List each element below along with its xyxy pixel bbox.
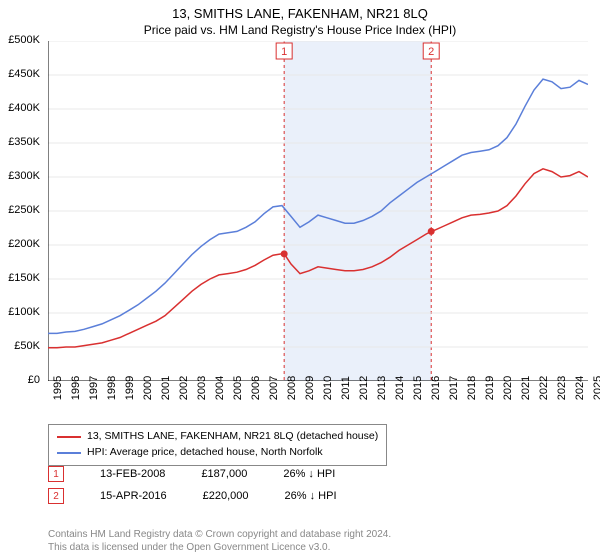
y-axis-label: £300K bbox=[8, 170, 40, 182]
chart-subtitle: Price paid vs. HM Land Registry's House … bbox=[0, 21, 600, 41]
legend-swatch bbox=[57, 436, 81, 438]
y-axis-label: £100K bbox=[8, 306, 40, 318]
x-axis-label: 1995 bbox=[52, 376, 64, 400]
chart-plot-area: 12 bbox=[48, 41, 588, 381]
marker-dot-1 bbox=[281, 250, 288, 257]
x-axis-label: 2007 bbox=[268, 376, 280, 400]
marker-date: 15-APR-2016 bbox=[100, 490, 167, 502]
x-axis-label: 2025 bbox=[592, 376, 600, 400]
y-axis-label: £350K bbox=[8, 136, 40, 148]
x-axis-label: 1999 bbox=[124, 376, 136, 400]
x-axis-label: 2019 bbox=[484, 376, 496, 400]
y-axis-label: £150K bbox=[8, 272, 40, 284]
x-axis-label: 2014 bbox=[394, 376, 406, 400]
x-axis-label: 2008 bbox=[286, 376, 298, 400]
marker-price: £220,000 bbox=[203, 490, 249, 502]
y-axis-label: £450K bbox=[8, 68, 40, 80]
footer-line1: Contains HM Land Registry data © Crown c… bbox=[48, 528, 391, 541]
marker-table-row: 2 15-APR-2016 £220,000 26% ↓ HPI bbox=[48, 488, 337, 504]
x-axis-label: 2017 bbox=[448, 376, 460, 400]
x-axis-label: 2002 bbox=[178, 376, 190, 400]
legend-item: HPI: Average price, detached house, Nort… bbox=[57, 445, 378, 461]
marker-delta: 26% ↓ HPI bbox=[283, 468, 335, 480]
y-axis-label: £200K bbox=[8, 238, 40, 250]
marker-table: 1 13-FEB-2008 £187,000 26% ↓ HPI 2 15-APR-201… bbox=[48, 466, 337, 510]
x-axis-label: 1997 bbox=[88, 376, 100, 400]
x-axis-label: 2003 bbox=[196, 376, 208, 400]
x-axis-label: 2024 bbox=[574, 376, 586, 400]
marker-dot-2 bbox=[428, 228, 435, 235]
y-axis-label: £250K bbox=[8, 204, 40, 216]
x-axis-label: 2013 bbox=[376, 376, 388, 400]
x-axis-label: 2009 bbox=[304, 376, 316, 400]
marker-date: 13-FEB-2008 bbox=[100, 468, 165, 480]
x-axis-label: 2021 bbox=[520, 376, 532, 400]
x-axis-label: 2010 bbox=[322, 376, 334, 400]
marker-badge: 1 bbox=[48, 466, 64, 482]
y-axis-label: £500K bbox=[8, 34, 40, 46]
legend-box: 13, SMITHS LANE, FAKENHAM, NR21 8LQ (det… bbox=[48, 424, 387, 466]
marker-table-row: 1 13-FEB-2008 £187,000 26% ↓ HPI bbox=[48, 466, 337, 482]
x-axis-label: 1998 bbox=[106, 376, 118, 400]
x-axis-label: 2015 bbox=[412, 376, 424, 400]
marker-delta: 26% ↓ HPI bbox=[285, 490, 337, 502]
legend-swatch bbox=[57, 452, 81, 454]
footer-line2: This data is licensed under the Open Gov… bbox=[48, 541, 391, 554]
chart-title: 13, SMITHS LANE, FAKENHAM, NR21 8LQ bbox=[0, 0, 600, 21]
legend-label: 13, SMITHS LANE, FAKENHAM, NR21 8LQ (det… bbox=[87, 429, 378, 445]
marker-badge-top-1: 1 bbox=[276, 43, 292, 59]
x-axis-label: 2018 bbox=[466, 376, 478, 400]
x-axis-label: 2005 bbox=[232, 376, 244, 400]
y-axis-labels: £0£50K£100K£150K£200K£250K£300K£350K£400… bbox=[0, 40, 44, 380]
x-axis-label: 2022 bbox=[538, 376, 550, 400]
x-axis-labels: 1995199619971998199920002001200220032004… bbox=[48, 382, 588, 422]
svg-text:2: 2 bbox=[428, 46, 434, 58]
chart-svg: 12 bbox=[48, 41, 588, 381]
x-axis-label: 2020 bbox=[502, 376, 514, 400]
x-axis-label: 2004 bbox=[214, 376, 226, 400]
x-axis-label: 2012 bbox=[358, 376, 370, 400]
x-axis-label: 1996 bbox=[70, 376, 82, 400]
legend-item: 13, SMITHS LANE, FAKENHAM, NR21 8LQ (det… bbox=[57, 429, 378, 445]
svg-text:1: 1 bbox=[281, 46, 287, 58]
chart-container: 13, SMITHS LANE, FAKENHAM, NR21 8LQ Pric… bbox=[0, 0, 600, 560]
x-axis-label: 2000 bbox=[142, 376, 154, 400]
x-axis-label: 2001 bbox=[160, 376, 172, 400]
y-axis-label: £0 bbox=[28, 374, 40, 386]
x-axis-label: 2016 bbox=[430, 376, 442, 400]
x-axis-label: 2023 bbox=[556, 376, 568, 400]
x-axis-label: 2011 bbox=[340, 376, 352, 400]
legend-label: HPI: Average price, detached house, Nort… bbox=[87, 445, 323, 461]
y-axis-label: £400K bbox=[8, 102, 40, 114]
marker-badge: 2 bbox=[48, 488, 64, 504]
marker-price: £187,000 bbox=[201, 468, 247, 480]
y-axis-label: £50K bbox=[14, 340, 40, 352]
footer-attribution: Contains HM Land Registry data © Crown c… bbox=[48, 528, 391, 554]
x-axis-label: 2006 bbox=[250, 376, 262, 400]
marker-badge-top-2: 2 bbox=[423, 43, 439, 59]
